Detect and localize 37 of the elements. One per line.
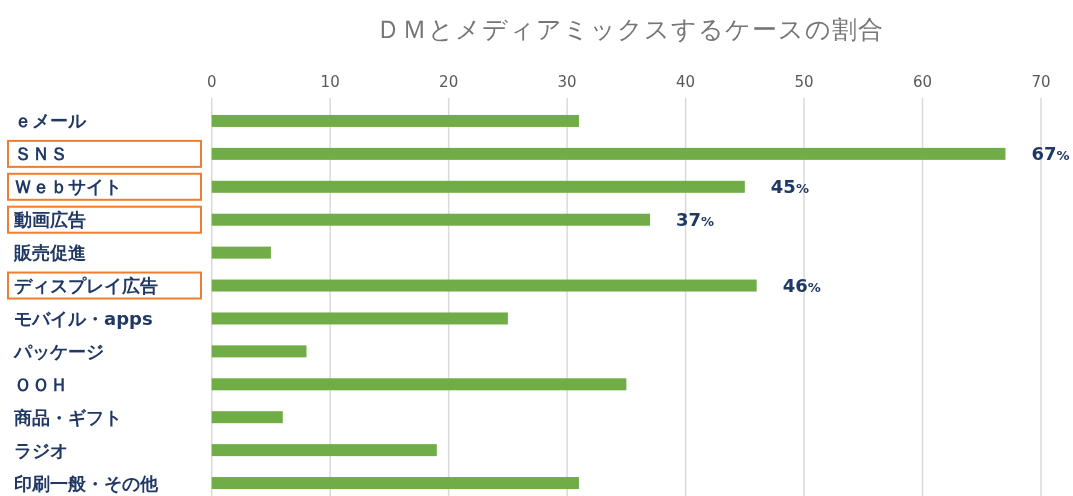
- bar: [211, 114, 579, 127]
- y-tick-label: 販売促進: [13, 242, 86, 264]
- y-tick-label: モバイル・apps: [14, 307, 153, 329]
- y-tick-label: ラジオ: [14, 439, 68, 461]
- x-tick-label: 40: [676, 73, 696, 91]
- y-tick-label: パッケージ: [13, 340, 104, 362]
- bar: [211, 312, 508, 325]
- y-tick-label: ＯＯＨ: [14, 373, 68, 395]
- data-label: 46%: [782, 275, 821, 297]
- bar: [211, 477, 579, 490]
- x-tick-label: 0: [206, 73, 217, 91]
- bar: [211, 378, 627, 391]
- x-tick-label: 60: [912, 73, 933, 91]
- bar: [211, 147, 1006, 160]
- y-tick-label: 印刷一般・その他: [14, 472, 159, 494]
- x-tick-label: 70: [1031, 73, 1051, 91]
- x-tick-label: 20: [439, 73, 459, 91]
- bar: [211, 213, 651, 226]
- x-tick-label: 50: [794, 73, 814, 91]
- y-tick-label: 商品・ギフト: [13, 406, 122, 428]
- x-tick-label: 10: [320, 73, 340, 91]
- x-tick-label: 30: [557, 73, 577, 91]
- bar: [211, 411, 283, 424]
- bar: [211, 345, 307, 358]
- data-label: 45%: [770, 176, 809, 198]
- data-label: 67%: [1031, 143, 1070, 165]
- data-label: 37%: [676, 209, 715, 231]
- y-tick-label: ディスプレイ広告: [14, 275, 158, 297]
- y-tick-label: ＳＮＳ: [14, 143, 68, 165]
- y-tick-label: 動画広告: [13, 209, 86, 231]
- bar: [211, 444, 437, 457]
- bar: [211, 180, 745, 193]
- y-tick-label: ｅメール: [14, 110, 87, 132]
- chart-title: ＤＭとメディアミックスするケースの割合: [376, 15, 884, 44]
- y-tick-label: Ｗｅｂサイト: [14, 176, 122, 198]
- bar: [211, 246, 271, 259]
- bar: [211, 279, 757, 292]
